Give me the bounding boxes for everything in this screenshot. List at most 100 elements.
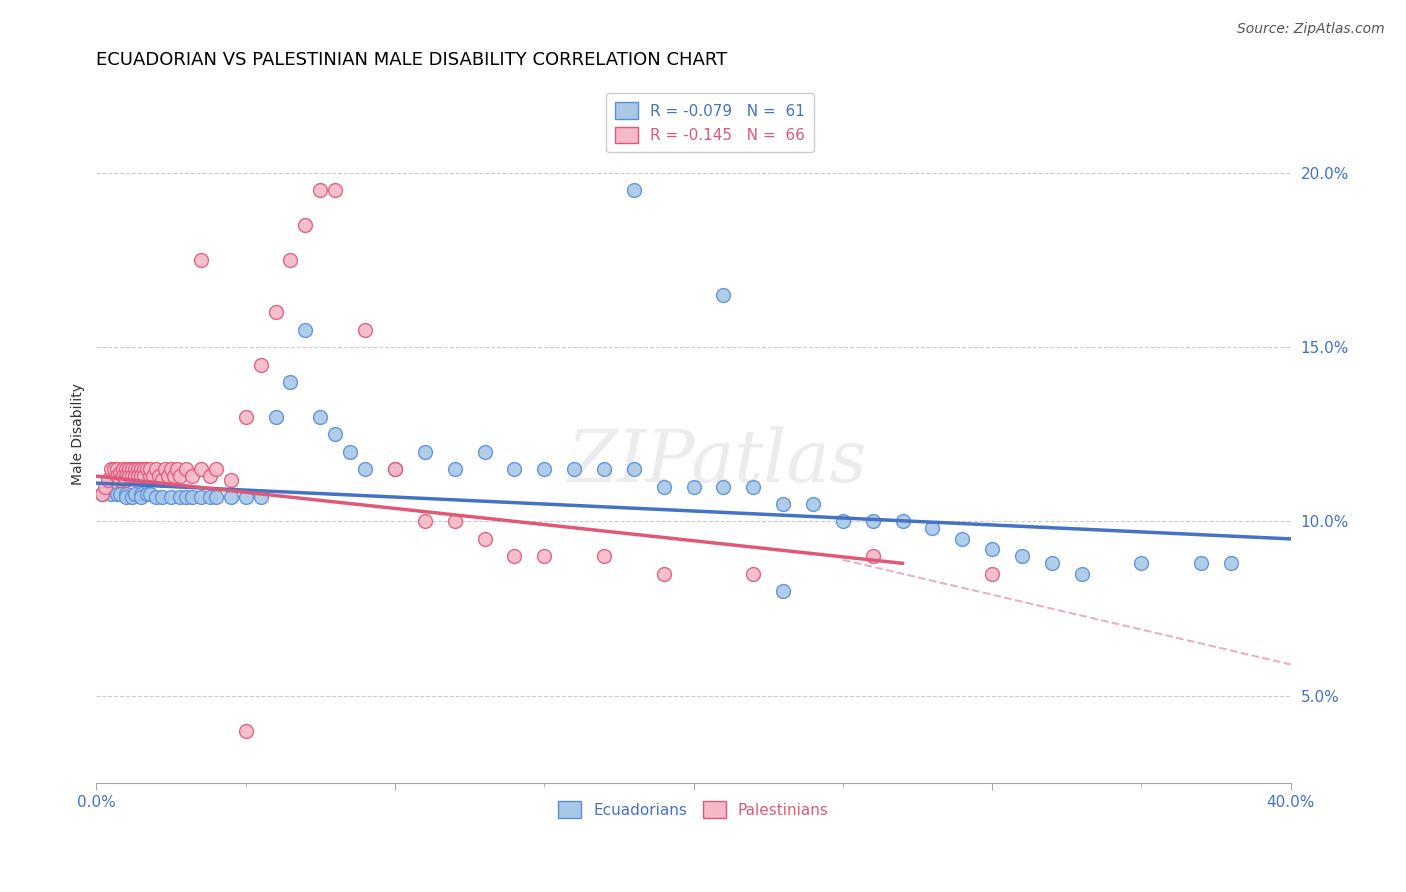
Point <box>219 473 242 487</box>
Point <box>354 462 377 476</box>
Point <box>204 462 226 476</box>
Point <box>503 549 526 564</box>
Point <box>190 490 212 504</box>
Point <box>294 323 316 337</box>
Point <box>339 444 361 458</box>
Point <box>118 469 141 483</box>
Point <box>160 462 183 476</box>
Point <box>190 462 212 476</box>
Point <box>115 462 138 476</box>
Point <box>772 497 794 511</box>
Point <box>100 486 122 500</box>
Point <box>121 462 143 476</box>
Point <box>921 521 943 535</box>
Point <box>115 486 138 500</box>
Point <box>891 515 914 529</box>
Point <box>264 305 287 319</box>
Point <box>174 490 197 504</box>
Point <box>742 566 765 581</box>
Point <box>652 566 675 581</box>
Point <box>91 486 114 500</box>
Point <box>94 480 117 494</box>
Point <box>121 469 143 483</box>
Point <box>156 469 179 483</box>
Point <box>354 323 377 337</box>
Point <box>134 469 156 483</box>
Point <box>124 462 146 476</box>
Point <box>652 480 675 494</box>
Point <box>169 469 191 483</box>
Point <box>136 462 159 476</box>
Point <box>280 252 302 267</box>
Point <box>309 183 332 197</box>
Point <box>742 480 765 494</box>
Point <box>1040 557 1063 571</box>
Point <box>474 444 496 458</box>
Point <box>981 566 1004 581</box>
Point <box>198 490 221 504</box>
Point <box>124 469 146 483</box>
Point <box>323 427 346 442</box>
Point <box>121 490 143 504</box>
Point <box>110 466 132 480</box>
Point <box>97 473 120 487</box>
Point <box>198 469 221 483</box>
Point <box>142 469 165 483</box>
Point <box>91 486 114 500</box>
Point <box>323 183 346 197</box>
Y-axis label: Male Disability: Male Disability <box>72 384 86 485</box>
Point <box>533 462 555 476</box>
Point <box>1220 557 1243 571</box>
Point <box>112 469 135 483</box>
Point <box>831 515 853 529</box>
Point <box>100 462 122 476</box>
Point <box>623 183 645 197</box>
Point <box>180 490 202 504</box>
Point <box>115 490 138 504</box>
Point <box>110 473 132 487</box>
Point <box>1130 557 1153 571</box>
Point <box>413 515 436 529</box>
Point <box>105 469 128 483</box>
Point <box>713 287 735 301</box>
Point <box>503 462 526 476</box>
Text: Source: ZipAtlas.com: Source: ZipAtlas.com <box>1237 22 1385 37</box>
Point <box>772 584 794 599</box>
Point <box>129 462 152 476</box>
Point <box>413 444 436 458</box>
Point <box>249 358 271 372</box>
Point <box>950 532 973 546</box>
Point <box>862 549 884 564</box>
Point <box>443 462 465 476</box>
Point <box>981 542 1004 557</box>
Point <box>713 480 735 494</box>
Point <box>174 462 197 476</box>
Point <box>153 462 176 476</box>
Point <box>115 469 138 483</box>
Point <box>235 409 257 424</box>
Point <box>204 490 226 504</box>
Point <box>160 490 183 504</box>
Point <box>235 490 257 504</box>
Point <box>294 218 316 232</box>
Point <box>139 462 162 476</box>
Point <box>309 409 332 424</box>
Point <box>862 515 884 529</box>
Point <box>623 462 645 476</box>
Point <box>163 469 186 483</box>
Point <box>127 469 149 483</box>
Point <box>134 462 156 476</box>
Point <box>593 549 616 564</box>
Point <box>219 490 242 504</box>
Point <box>593 462 616 476</box>
Point <box>103 462 125 476</box>
Point <box>105 486 128 500</box>
Point <box>1070 566 1092 581</box>
Point <box>384 462 406 476</box>
Point <box>145 490 167 504</box>
Point <box>148 469 170 483</box>
Point <box>110 486 132 500</box>
Point <box>384 462 406 476</box>
Point <box>180 469 202 483</box>
Point <box>150 473 173 487</box>
